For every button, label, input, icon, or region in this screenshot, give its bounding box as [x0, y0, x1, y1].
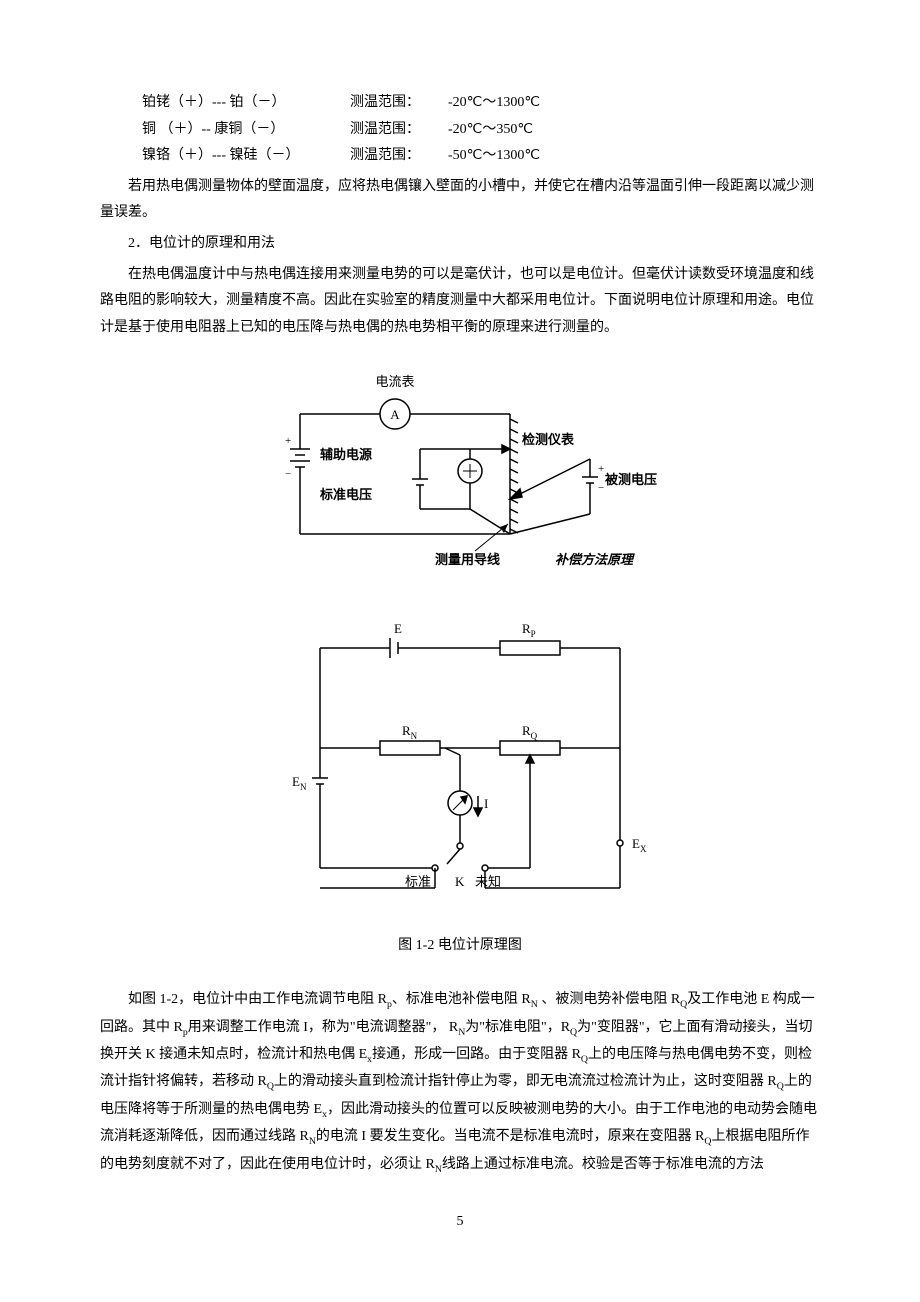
text: 的电流 I 要发生变化。当电流不是标准电流时，原来在变阻器 R [316, 1129, 705, 1144]
figure-compensation: A 电流表 + − [100, 359, 820, 590]
svg-text:I: I [484, 796, 488, 811]
svg-text:标准: 标准 [405, 874, 431, 889]
paragraph-potentiometer-intro: 在热电偶温度计中与热电偶连接用来测量电势的可以是毫伏计，也可以是电位计。但毫伏计… [100, 262, 820, 342]
thermocouple-table: 铂铑（＋）--- 铂（－） 测温范围： -20℃～1300℃ 铜 （＋）-- 康… [142, 90, 820, 170]
tc-label: 测温范围： [350, 90, 420, 117]
svg-text:+: + [285, 435, 291, 447]
sub: N [309, 1136, 316, 1147]
text: 为"标准电阻"，R [465, 1020, 570, 1035]
svg-text:辅助电源: 辅助电源 [320, 447, 372, 462]
sub: Q [704, 1136, 711, 1147]
sub: Q [581, 1054, 588, 1065]
figure-caption: 图 1-2 电位计原理图 [100, 933, 820, 960]
svg-text:RN: RN [402, 723, 418, 741]
text: 用来调整工作电流 I，称为"电流调整器"， R [188, 1020, 458, 1035]
tc-label: 测温范围： [350, 117, 420, 144]
sub: Q [267, 1081, 274, 1092]
sub: N [435, 1163, 442, 1174]
sub: Q [777, 1081, 784, 1092]
tc-range: -50℃～1300℃ [448, 143, 540, 170]
table-row: 铂铑（＋）--- 铂（－） 测温范围： -20℃～1300℃ [142, 90, 820, 117]
tc-range: -20℃～1300℃ [448, 90, 540, 117]
svg-text:EN: EN [292, 774, 307, 792]
svg-text:EX: EX [632, 836, 647, 854]
svg-text:补偿方法原理: 补偿方法原理 [555, 552, 635, 567]
tc-range: -20℃～350℃ [448, 117, 533, 144]
paragraph-wall-temp: 若用热电偶测量物体的壁面温度，应将热电偶镶入壁面的小槽中，并使它在槽内沿等温面引… [100, 174, 820, 227]
figure-potentiometer-circuit: E RP RN RQ EN EX I 标准 K 未知 [100, 608, 820, 919]
svg-text:测量用导线: 测量用导线 [435, 552, 500, 567]
tc-pair: 镍铬（＋）--- 镍硅（－） [142, 143, 322, 170]
paragraph-principle: 如图 1-2，电位计中由工作电流调节电阻 Rp、标准电池补偿电阻 RN 、被测电… [100, 987, 820, 1179]
section-title: 2．电位计的原理和用法 [100, 231, 820, 258]
svg-text:+: + [598, 463, 604, 475]
tc-label: 测温范围： [350, 143, 420, 170]
svg-text:−: − [598, 482, 604, 494]
tc-pair: 铂铑（＋）--- 铂（－） [142, 90, 322, 117]
table-row: 铜 （＋）-- 康铜（－） 测温范围： -20℃～350℃ [142, 117, 820, 144]
svg-text:检测仪表: 检测仪表 [522, 432, 575, 447]
svg-text:电流表: 电流表 [375, 374, 414, 389]
svg-text:−: − [285, 468, 291, 480]
tc-pair: 铜 （＋）-- 康铜（－） [142, 117, 322, 144]
svg-text:A: A [390, 407, 400, 422]
text: 接通，形成一回路。由于变阻器 R [372, 1047, 581, 1062]
svg-text:K: K [455, 874, 465, 889]
table-row: 镍铬（＋）--- 镍硅（－） 测温范围： -50℃～1300℃ [142, 143, 820, 170]
svg-text:标准电压: 标准电压 [319, 487, 372, 502]
svg-text:RP: RP [522, 621, 536, 639]
text: 、被测电势补偿电阻 R [538, 992, 680, 1007]
text: 上的滑动接头直到检流计指针停止为零，即无电流流过检流计为止，这时变阻器 R [274, 1074, 777, 1089]
svg-text:E: E [394, 621, 402, 636]
svg-text:未知: 未知 [475, 874, 501, 889]
text: 线路上通过标准电流。校验是否等于标准电流的方法 [442, 1157, 764, 1172]
svg-text:RQ: RQ [522, 723, 538, 741]
page-number: 5 [100, 1209, 820, 1236]
svg-text:被测电压: 被测电压 [604, 472, 657, 487]
text: 如图 1-2，电位计中由工作电流调节电阻 R [128, 992, 387, 1007]
sub: N [531, 999, 538, 1010]
text: 、标准电池补偿电阻 R [392, 992, 531, 1007]
